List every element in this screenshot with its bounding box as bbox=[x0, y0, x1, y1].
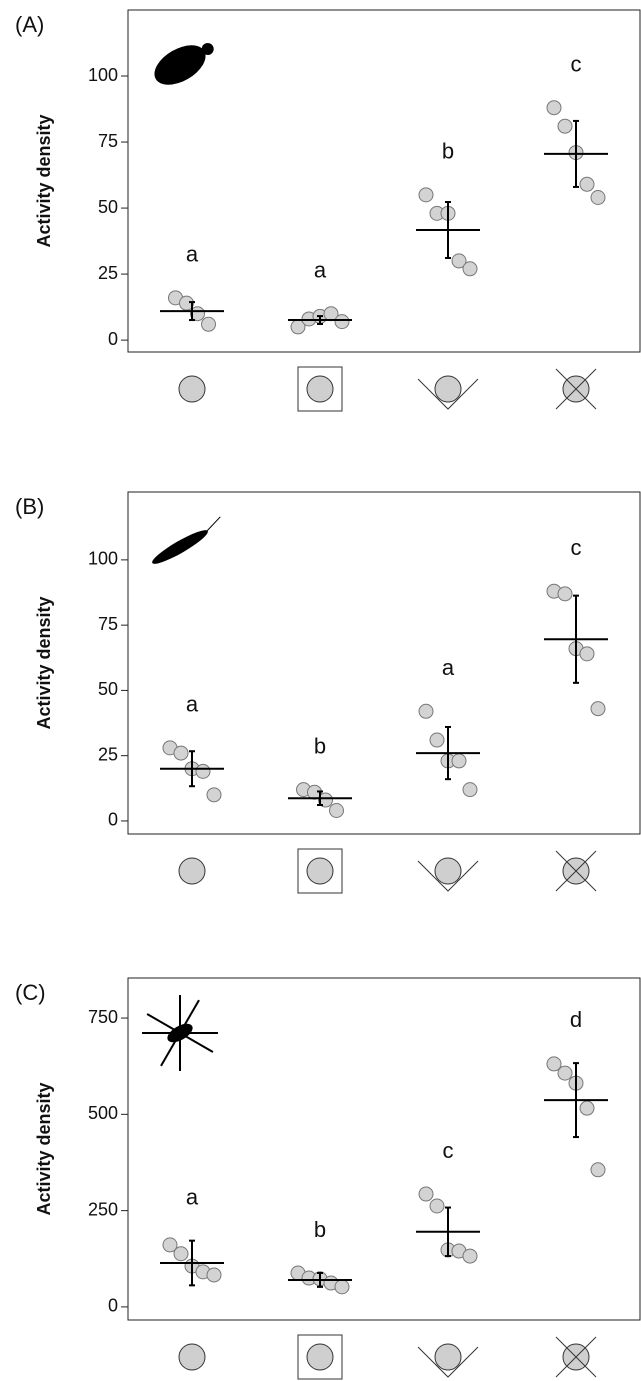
data-point bbox=[430, 1199, 444, 1213]
insect-silhouette bbox=[135, 988, 225, 1078]
y-tick-label: 50 bbox=[98, 679, 118, 699]
data-point bbox=[547, 101, 561, 115]
icon-circle bbox=[179, 376, 205, 402]
significance-letter: a bbox=[442, 655, 455, 680]
data-point bbox=[463, 783, 477, 797]
y-axis-label: Activity density bbox=[34, 596, 54, 729]
data-point bbox=[558, 119, 572, 133]
data-point bbox=[463, 262, 477, 276]
icon-circle bbox=[307, 1344, 333, 1370]
y-tick-label: 75 bbox=[98, 131, 118, 151]
icon-circle bbox=[307, 858, 333, 884]
data-point bbox=[196, 764, 210, 778]
data-point bbox=[330, 804, 344, 818]
icon-circle bbox=[179, 858, 205, 884]
data-point bbox=[430, 733, 444, 747]
y-tick-label: 0 bbox=[108, 1296, 118, 1316]
figure: (A) Activity density 0 25 50 75 100 a a b c (B) Acti… bbox=[0, 0, 641, 1381]
data-point bbox=[419, 1187, 433, 1201]
data-point bbox=[558, 587, 572, 601]
data-point bbox=[580, 177, 594, 191]
data-point bbox=[452, 754, 466, 768]
y-tick-label: 250 bbox=[88, 1199, 118, 1219]
data-point bbox=[207, 1268, 221, 1282]
insect-silhouette bbox=[148, 32, 221, 93]
data-point bbox=[335, 1280, 349, 1294]
significance-letter: c bbox=[571, 52, 582, 77]
icon-circle bbox=[435, 376, 461, 402]
y-tick-label: 75 bbox=[98, 614, 118, 634]
y-tick-label: 100 bbox=[88, 549, 118, 569]
icon-circle bbox=[307, 376, 333, 402]
data-point bbox=[207, 788, 221, 802]
significance-letter: d bbox=[570, 1007, 582, 1032]
data-point bbox=[591, 702, 605, 716]
data-point bbox=[174, 746, 188, 760]
significance-letter: a bbox=[186, 1184, 199, 1209]
significance-letter: b bbox=[314, 1217, 326, 1242]
plot-frame bbox=[128, 492, 640, 834]
y-tick-label: 500 bbox=[88, 1103, 118, 1123]
page: (A) Activity density 0 25 50 75 100 a a b c (B) Acti… bbox=[0, 0, 641, 1381]
y-tick-label: 0 bbox=[108, 810, 118, 830]
y-tick-label: 100 bbox=[88, 65, 118, 85]
y-tick-label: 50 bbox=[98, 197, 118, 217]
y-axis-label: Activity density bbox=[34, 114, 54, 247]
data-point bbox=[419, 704, 433, 718]
antenna bbox=[203, 517, 223, 532]
panel-label: (C) bbox=[15, 980, 46, 1005]
y-axis-label: Activity density bbox=[34, 1082, 54, 1215]
data-point bbox=[580, 647, 594, 661]
data-point bbox=[591, 1163, 605, 1177]
data-point bbox=[463, 1249, 477, 1263]
significance-letter: c bbox=[443, 1138, 454, 1163]
icon-circle bbox=[179, 1344, 205, 1370]
significance-letter: b bbox=[314, 733, 326, 758]
body bbox=[149, 526, 210, 568]
significance-letter: b bbox=[442, 139, 454, 164]
significance-letter: a bbox=[186, 242, 199, 267]
body bbox=[148, 37, 212, 93]
data-point bbox=[335, 315, 349, 329]
data-point bbox=[591, 191, 605, 205]
insect-silhouette bbox=[149, 517, 226, 568]
data-point bbox=[580, 1101, 594, 1115]
plot-frame bbox=[128, 10, 640, 352]
significance-letter: a bbox=[186, 692, 199, 717]
data-point bbox=[558, 1066, 572, 1080]
y-tick-label: 25 bbox=[98, 744, 118, 764]
panel-label: (A) bbox=[15, 12, 44, 37]
y-tick-label: 750 bbox=[88, 1007, 118, 1027]
data-point bbox=[202, 317, 216, 331]
panel-label: (B) bbox=[15, 494, 44, 519]
y-tick-label: 0 bbox=[108, 329, 118, 349]
data-point bbox=[174, 1247, 188, 1261]
y-tick-label: 25 bbox=[98, 263, 118, 283]
icon-circle bbox=[435, 858, 461, 884]
significance-letter: a bbox=[314, 258, 327, 283]
data-point bbox=[419, 188, 433, 202]
icon-circle bbox=[435, 1344, 461, 1370]
significance-letter: c bbox=[571, 535, 582, 560]
